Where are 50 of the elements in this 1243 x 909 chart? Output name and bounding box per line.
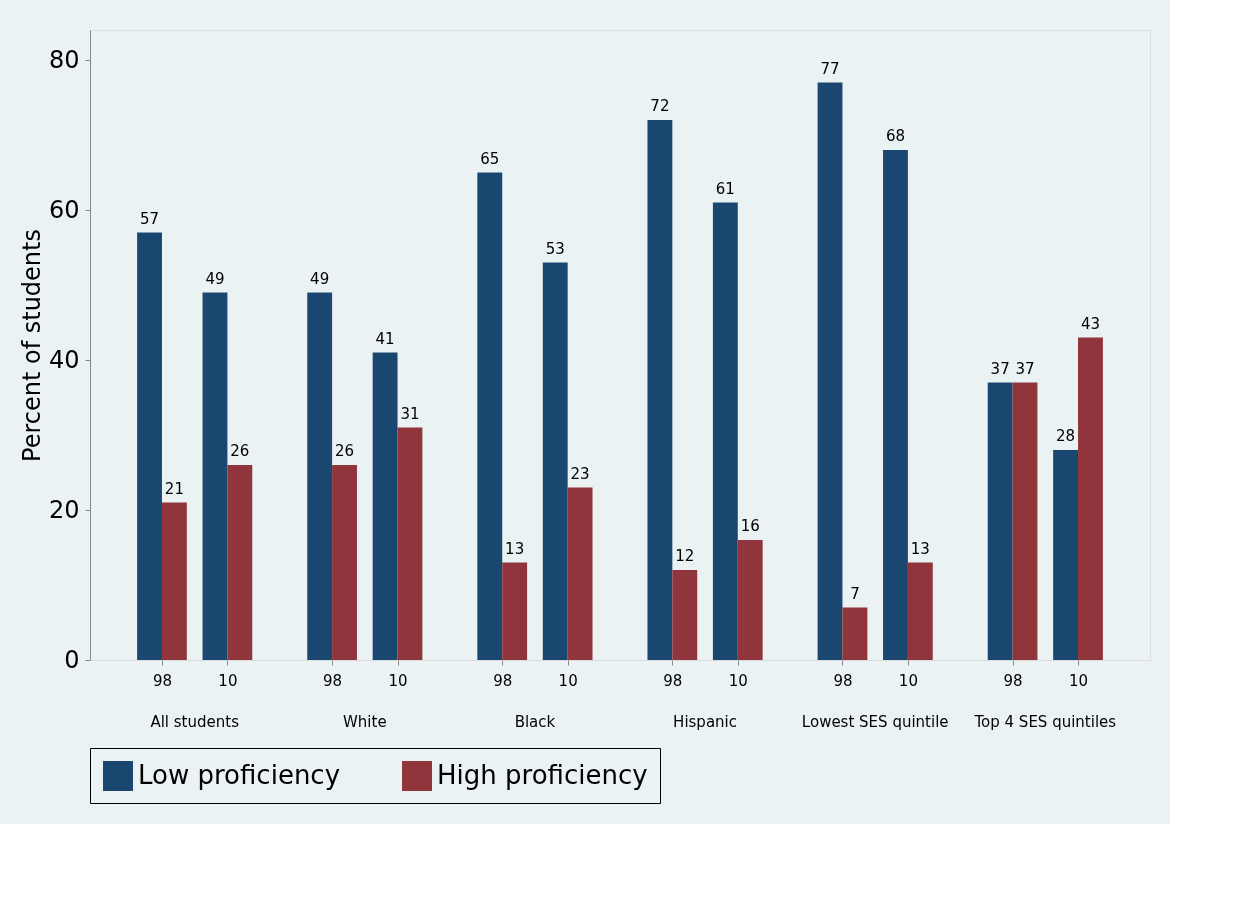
data-label: 21 (164, 479, 184, 498)
data-label: 43 (1080, 314, 1100, 333)
y-tick-label: 20 (48, 495, 80, 524)
y-tick-label: 80 (48, 45, 80, 74)
data-label: 7 (850, 584, 860, 603)
x-tick-label: 10 (558, 671, 578, 690)
data-label: 68 (885, 127, 906, 145)
x-tick-label: 10 (1068, 671, 1089, 690)
data-label: 49 (310, 269, 330, 288)
data-label: 65 (480, 149, 500, 168)
text: Lowest SES quintile (801, 713, 949, 731)
legend-label: High proficiency (437, 760, 648, 790)
data-label: 26 (230, 442, 250, 460)
y-tick-label: 0 (64, 645, 80, 674)
data-label: 31 (400, 404, 420, 423)
x-tick-label: 98 (152, 671, 173, 690)
x-tick-label: 98 (833, 671, 853, 690)
data-label: 77 (820, 59, 840, 78)
data-label: 61 (715, 179, 735, 198)
text: Hispanic (673, 713, 738, 731)
text: Top 4 SES quintiles (973, 713, 1117, 731)
data-label: 72 (650, 97, 670, 115)
x-tick-label: 10 (898, 671, 918, 690)
x-tick-label: 98 (493, 671, 513, 690)
x-tick-label: 10 (218, 671, 238, 690)
y-tick-label: 40 (48, 345, 80, 374)
text: All students (150, 713, 240, 731)
data-label: 53 (545, 239, 565, 258)
data-label: 57 (140, 209, 160, 228)
data-label: 23 (570, 464, 590, 483)
x-tick-label: 98 (1003, 671, 1023, 690)
data-label: 13 (505, 539, 525, 558)
x-tick-label: 10 (388, 671, 408, 690)
x-tick-label: 98 (323, 671, 343, 690)
data-label: 41 (375, 329, 395, 348)
data-label: 26 (334, 442, 355, 460)
data-label: 28 (1056, 427, 1076, 445)
x-tick-label: 10 (728, 671, 748, 690)
data-label: 37 (1015, 359, 1035, 378)
data-label: 49 (205, 269, 225, 288)
data-label: 37 (990, 359, 1010, 378)
data-label: 12 (675, 547, 695, 565)
data-label: 16 (740, 517, 760, 535)
text: Black (514, 713, 556, 731)
y-axis-title: Percent of students (17, 229, 46, 462)
y-tick-label: 60 (48, 195, 80, 224)
legend-label: Low proficiency (138, 760, 341, 790)
x-tick-label: 98 (663, 671, 683, 690)
text: White (343, 713, 387, 731)
data-label: 13 (910, 539, 930, 558)
